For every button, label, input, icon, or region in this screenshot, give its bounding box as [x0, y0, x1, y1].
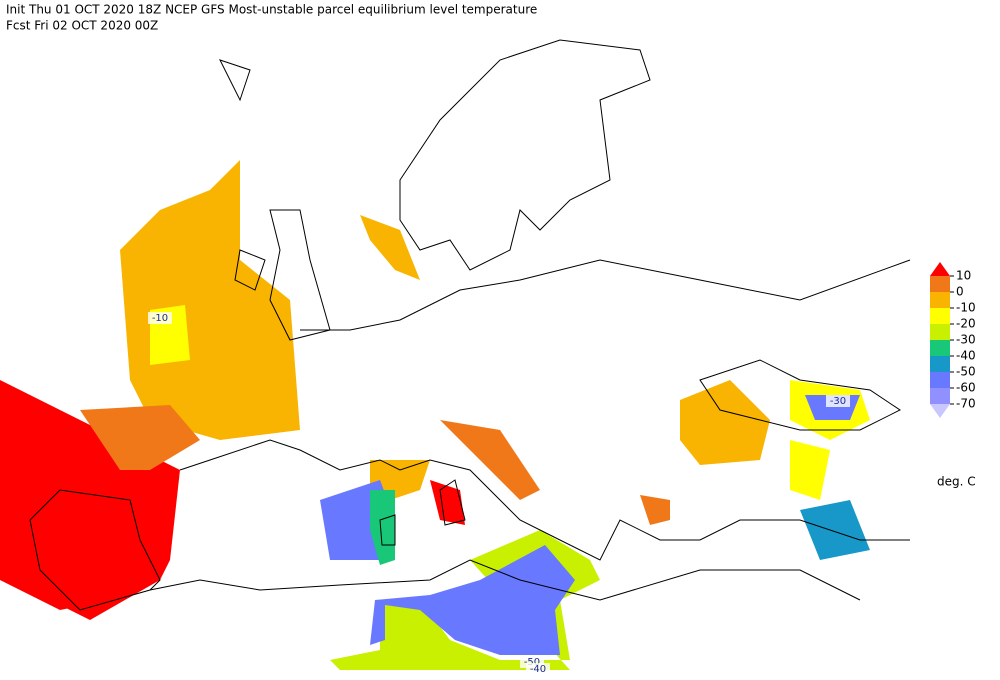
contour-label-bg	[526, 663, 550, 675]
header-line: Fcst Fri 02 OCT 2020 00Z	[6, 19, 158, 33]
legend-unit: deg. C	[937, 475, 976, 489]
legend-label: -20	[956, 317, 976, 331]
legend-swatch	[930, 324, 950, 340]
coastlines	[29, 39, 911, 611]
contour-label: -40	[530, 664, 546, 675]
contour-label-bg	[148, 312, 172, 324]
header-line: Init Thu 01 OCT 2020 18Z NCEP GFS Most-u…	[6, 3, 537, 17]
legend-swatch	[930, 340, 950, 356]
legend-arrow	[930, 262, 950, 276]
legend-swatch	[930, 276, 950, 292]
contour-label-bg	[826, 395, 850, 407]
legend-label: -60	[956, 381, 976, 395]
legend-label: 10	[956, 269, 971, 283]
contour-labels: -10 -30 -50-40	[148, 312, 850, 675]
legend-swatch	[930, 356, 950, 372]
legend-label: -10	[956, 301, 976, 315]
legend-arrow	[930, 404, 950, 418]
legend-label: -70	[956, 397, 976, 411]
contour-label: -50	[524, 657, 540, 668]
legend-label: -50	[956, 365, 976, 379]
legend-label: -40	[956, 349, 976, 363]
legend-swatch	[930, 372, 950, 388]
legend-swatch	[930, 292, 950, 308]
legend-label: 0	[956, 285, 964, 299]
legend-swatch	[930, 308, 950, 324]
legend-swatch	[930, 388, 950, 404]
legend-label: -30	[956, 333, 976, 347]
legend: 10 0 -10 -20 -30 -40 -50 -60 -70 deg. C	[930, 262, 976, 489]
contour-label: -10	[152, 313, 168, 324]
contour-label: -30	[830, 396, 846, 407]
